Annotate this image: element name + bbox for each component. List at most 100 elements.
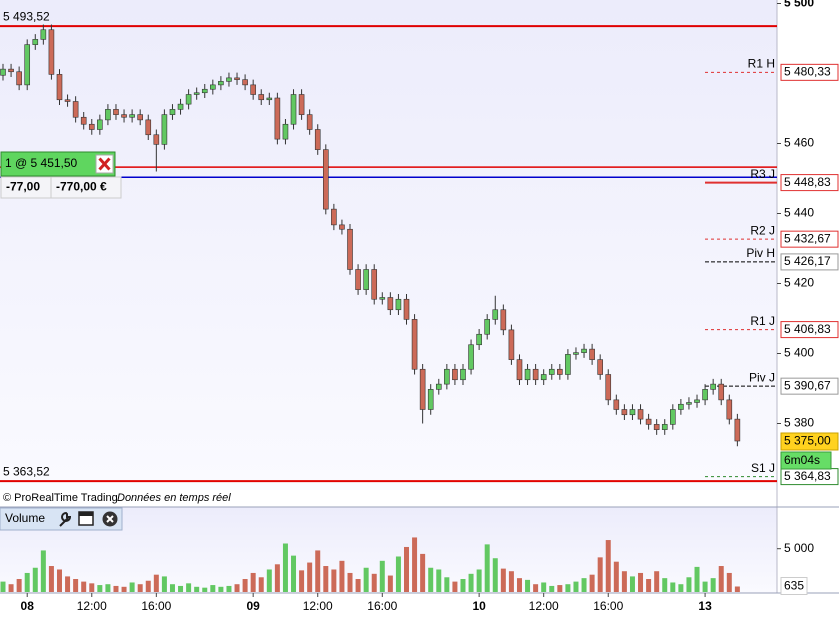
candle-body bbox=[718, 383, 725, 401]
volume-bar bbox=[581, 578, 587, 592]
volume-bar bbox=[694, 566, 700, 592]
close-icon[interactable] bbox=[102, 511, 118, 527]
candle-body bbox=[24, 44, 31, 86]
volume-bar bbox=[81, 581, 87, 592]
candle-body bbox=[339, 224, 345, 230]
volume-bar bbox=[210, 585, 216, 592]
position-label: 1 @ 5 451,50 bbox=[5, 156, 78, 170]
volume-bar bbox=[73, 579, 79, 592]
candle-body bbox=[363, 269, 369, 290]
x-tick-label: 16:00 bbox=[141, 599, 171, 613]
volume-bar bbox=[299, 570, 305, 592]
candle-body bbox=[734, 418, 741, 442]
settings-icon[interactable] bbox=[59, 511, 72, 527]
volume-bar bbox=[710, 578, 716, 592]
volume-bar bbox=[250, 572, 256, 592]
x-tick-label: 13 bbox=[698, 599, 712, 613]
level-box bbox=[780, 321, 839, 339]
candle-body bbox=[589, 348, 595, 360]
volume-bar bbox=[629, 576, 635, 592]
candle-body bbox=[540, 374, 547, 381]
candle-body bbox=[605, 374, 612, 401]
candle-body bbox=[548, 368, 555, 375]
x-tick-label: 16:00 bbox=[367, 599, 397, 613]
volume-bar bbox=[169, 584, 175, 592]
position-amount: -770,00 € bbox=[56, 180, 107, 194]
level-name: Piv H bbox=[746, 246, 775, 260]
timer-box bbox=[780, 451, 832, 470]
volume-bar bbox=[686, 577, 692, 592]
level-name: R1 H bbox=[748, 57, 775, 71]
candle-body bbox=[678, 403, 684, 410]
volume-bar bbox=[234, 584, 240, 592]
candle-body bbox=[565, 354, 571, 375]
candle-body bbox=[694, 399, 700, 403]
volume-bar bbox=[97, 585, 103, 592]
volume-bar bbox=[573, 581, 579, 592]
price-pane bbox=[0, 0, 777, 490]
candle-body bbox=[266, 97, 273, 101]
level-name: Piv J bbox=[749, 370, 775, 384]
candle-body bbox=[621, 409, 628, 416]
volume-bar bbox=[500, 568, 506, 592]
position-points: -77,00 bbox=[6, 180, 40, 194]
level-name: R3 J bbox=[750, 167, 775, 181]
candle-body bbox=[314, 129, 321, 150]
volume-bar bbox=[541, 582, 547, 592]
volume-bar bbox=[597, 557, 603, 592]
volume-bar bbox=[654, 571, 660, 592]
candle-body bbox=[80, 116, 87, 125]
candle-body bbox=[460, 368, 466, 381]
candle-body bbox=[298, 94, 305, 115]
candle-body bbox=[185, 94, 192, 105]
candle-body bbox=[113, 109, 119, 115]
candle-body bbox=[210, 84, 216, 90]
candle-body bbox=[670, 409, 676, 425]
candle-body bbox=[411, 319, 418, 370]
candle-body bbox=[242, 79, 248, 86]
candle-body bbox=[88, 123, 95, 130]
candle-body bbox=[16, 71, 22, 86]
window-icon[interactable] bbox=[78, 511, 94, 526]
candle-body bbox=[629, 409, 636, 416]
candle-body bbox=[97, 119, 103, 130]
level-box bbox=[780, 377, 839, 395]
volume-bar bbox=[508, 571, 514, 592]
volume-bar bbox=[8, 584, 14, 592]
candle-body bbox=[500, 309, 507, 331]
volume-bar bbox=[282, 543, 288, 592]
candle-body bbox=[371, 269, 378, 300]
volume-bar bbox=[266, 569, 272, 592]
volume-bar bbox=[395, 556, 401, 592]
candle-body bbox=[427, 389, 434, 410]
candle-body bbox=[597, 359, 603, 375]
candle-body bbox=[557, 368, 563, 375]
level-name: R2 J bbox=[750, 223, 775, 237]
level-name: R1 J bbox=[750, 314, 775, 328]
candle-body bbox=[306, 114, 313, 130]
candle-body bbox=[355, 269, 361, 290]
volume-bar bbox=[436, 569, 442, 592]
candle-body bbox=[435, 383, 442, 390]
candle-body bbox=[573, 352, 579, 355]
candle-body bbox=[726, 399, 733, 420]
volume-bar bbox=[153, 574, 159, 592]
volume-bar bbox=[412, 537, 418, 592]
candle-body bbox=[56, 74, 63, 101]
x-tick-label: 12:00 bbox=[77, 599, 107, 613]
volume-bar bbox=[129, 582, 135, 592]
volume-bar bbox=[65, 576, 71, 592]
volume-bar bbox=[137, 584, 143, 592]
candle-body bbox=[468, 344, 474, 370]
volume-bar bbox=[613, 561, 619, 592]
candle-body bbox=[322, 149, 329, 210]
candle-body bbox=[48, 29, 55, 75]
volume-tick-label: 5 000 bbox=[784, 541, 814, 555]
volume-bar bbox=[516, 578, 522, 592]
candle-body bbox=[653, 424, 660, 430]
candle-body bbox=[250, 84, 256, 95]
candle-body bbox=[72, 101, 79, 118]
candle-body bbox=[290, 94, 297, 125]
